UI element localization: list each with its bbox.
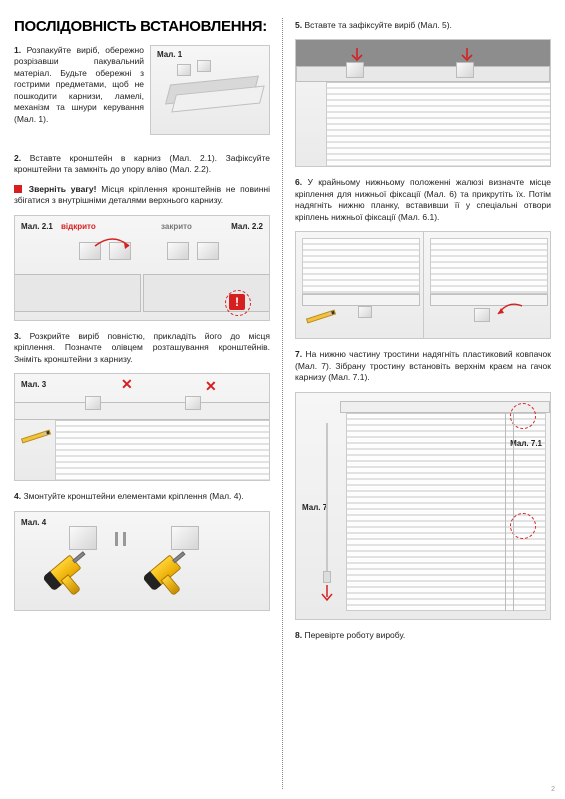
left-column: ПОСЛІДОВНІСТЬ ВСТАНОВЛЕННЯ: 1. Розпакуйт… xyxy=(14,18,280,789)
step-6-body: У крайньому нижньому положенні жалюзі ви… xyxy=(295,177,551,221)
page-number: 2 xyxy=(551,786,555,793)
step-4-body: Змонтуйте кронштейни елементами кріпленн… xyxy=(23,491,243,501)
step-6-text: 6. У крайньому нижньому положенні жалюзі… xyxy=(295,177,551,223)
step-2-num: 2. xyxy=(14,153,21,163)
arrow-down-icon xyxy=(458,48,476,64)
step-3-body: Розкрийте виріб повністю, прикладіть йог… xyxy=(14,331,270,364)
step-8-num: 8. xyxy=(295,630,302,640)
step-7-body: На нижню частину тростини надягніть плас… xyxy=(295,349,551,382)
step-2-body: Вставте кронштейн в карниз (Мал. 2.1). З… xyxy=(14,153,270,174)
label-closed: закрито xyxy=(161,222,192,231)
step-5-body: Вставте та зафіксуйте виріб (Мал. 5). xyxy=(304,20,451,30)
arrow-icon xyxy=(93,236,133,256)
figure-22-label: Мал. 2.2 xyxy=(231,222,263,231)
figure-4-label: Мал. 4 xyxy=(21,518,46,527)
step-3-text: 3. Розкрийте виріб повністю, прикладіть … xyxy=(14,331,270,365)
step-6-num: 6. xyxy=(295,177,302,187)
figure-1: Мал. 1 xyxy=(150,45,270,135)
step-2-warning: Зверніть увагу! Місця кріплення кронштей… xyxy=(14,184,270,207)
step-1-row: 1. Розпакуйте виріб, обережно розрізавши… xyxy=(14,45,270,145)
figure-3: Мал. 3 ✕ ✕ xyxy=(14,373,270,481)
figure-4: Мал. 4 xyxy=(14,511,270,611)
cross-icon: ✕ xyxy=(205,378,217,395)
drill-icon xyxy=(138,550,197,607)
page: ПОСЛІДОВНІСТЬ ВСТАНОВЛЕННЯ: 1. Розпакуйт… xyxy=(0,0,565,799)
label-open: відкрито xyxy=(61,222,96,231)
figure-7: Мал. 7 Мал. 7.1 xyxy=(295,392,551,620)
figure-21-label: Мал. 2.1 xyxy=(21,222,53,231)
right-column: 5. Вставте та зафіксуйте виріб (Мал. 5).… xyxy=(285,18,551,789)
figure-5: Мал. 5 xyxy=(295,39,551,167)
step-1-body: Розпакуйте виріб, обережно розрізавши па… xyxy=(14,45,144,124)
figure-1-label: Мал. 1 xyxy=(157,50,182,59)
warning-icon xyxy=(14,185,22,193)
section-title: ПОСЛІДОВНІСТЬ ВСТАНОВЛЕННЯ: xyxy=(14,18,270,35)
figure-71-label: Мал. 7.1 xyxy=(510,439,542,448)
step-3-num: 3. xyxy=(14,331,21,341)
figure-6: Мал. 6 Мал. 6.1 xyxy=(295,231,551,339)
step-2-text: 2. Вставте кронштейн в карниз (Мал. 2.1)… xyxy=(14,153,270,176)
step-4-num: 4. xyxy=(14,491,21,501)
step-5-text: 5. Вставте та зафіксуйте виріб (Мал. 5). xyxy=(295,20,551,31)
step-2-warn-bold: Зверніть увагу! xyxy=(29,184,97,194)
arrow-icon xyxy=(494,302,524,320)
drill-icon xyxy=(38,550,97,607)
arrow-down-icon xyxy=(320,585,334,603)
step-5-num: 5. xyxy=(295,20,302,30)
cross-icon: ✕ xyxy=(121,376,133,393)
step-1-num: 1. xyxy=(14,45,21,55)
step-7-num: 7. xyxy=(295,349,302,359)
figure-7-label: Мал. 7 xyxy=(302,503,327,512)
arrow-down-icon xyxy=(348,48,366,64)
step-8-body: Перевірте роботу виробу. xyxy=(304,630,405,640)
figure-2: Мал. 2.1 відкрито закрито Мал. 2.2 ! xyxy=(14,215,270,321)
step-1-text: 1. Розпакуйте виріб, обережно розрізавши… xyxy=(14,45,144,145)
figure-3-label: Мал. 3 xyxy=(21,380,46,389)
step-4-text: 4. Змонтуйте кронштейни елементами кріпл… xyxy=(14,491,270,502)
step-8-text: 8. Перевірте роботу виробу. xyxy=(295,630,551,641)
step-7-text: 7. На нижню частину тростини надягніть п… xyxy=(295,349,551,383)
column-divider xyxy=(282,18,283,789)
